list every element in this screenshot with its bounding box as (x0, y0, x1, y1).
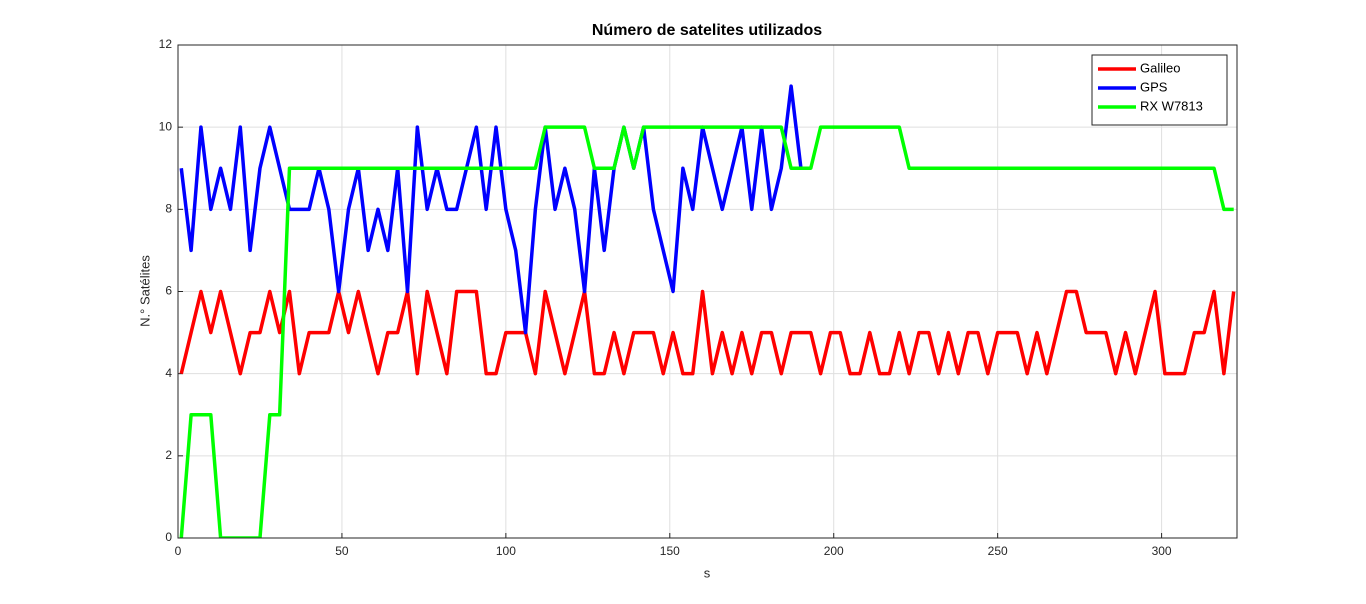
x-tick-label: 150 (660, 544, 680, 558)
legend-label: RX W7813 (1140, 98, 1203, 113)
y-tick-label: 2 (165, 448, 172, 462)
plot-frame (177, 44, 1238, 539)
legend-label: Galileo (1140, 60, 1180, 75)
y-tick-label: 12 (159, 37, 173, 51)
y-tick-label: 10 (159, 119, 173, 133)
x-tick-label: 300 (1152, 544, 1172, 558)
y-axis-label: N.° Satélites (137, 255, 152, 327)
x-tick-label: 50 (335, 544, 349, 558)
x-tick-label: 0 (175, 544, 182, 558)
legend-label: GPS (1140, 79, 1168, 94)
data-line (179, 289, 1236, 376)
legend-box (1091, 54, 1228, 126)
y-tick-label: 0 (165, 530, 172, 544)
x-tick-label: 200 (824, 544, 844, 558)
y-tick-label: 6 (165, 284, 172, 298)
x-tick-label: 100 (496, 544, 516, 558)
data-line (179, 125, 1234, 538)
y-tick-label: 4 (165, 366, 172, 380)
x-axis-label: s (704, 565, 711, 580)
y-tick-label: 8 (165, 202, 172, 216)
x-tick-label: 250 (988, 544, 1008, 558)
chart-title: Número de satelites utilizados (592, 22, 822, 39)
